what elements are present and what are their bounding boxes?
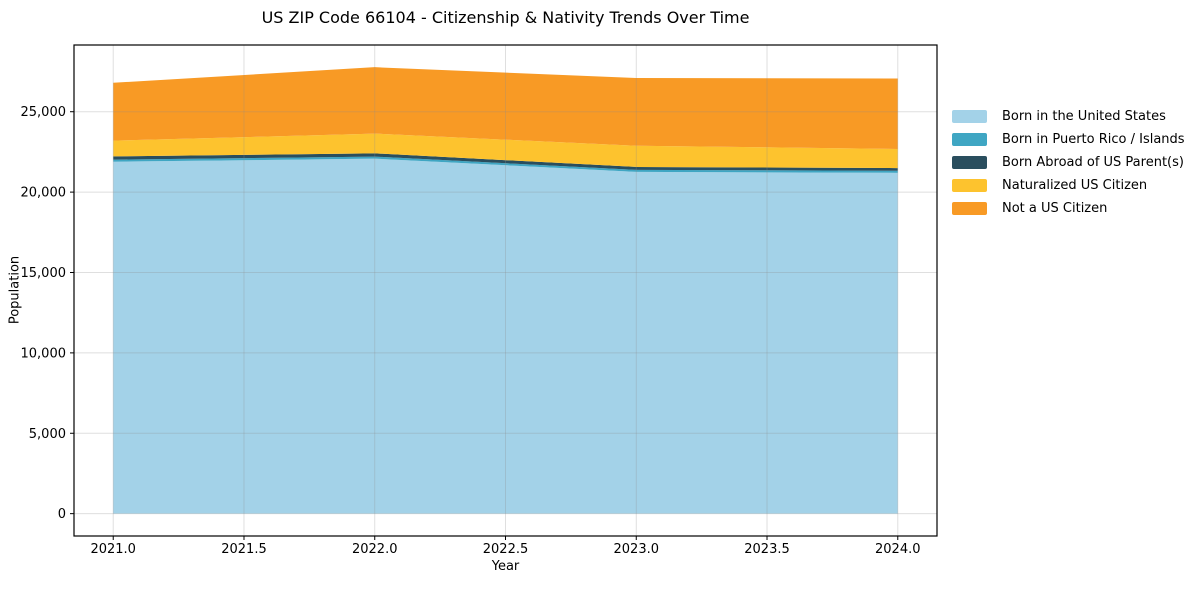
legend-swatch-not-a-us-citizen	[952, 202, 987, 215]
x-tick-label: 2023.0	[614, 542, 660, 557]
y-tick-label: 0	[58, 507, 66, 522]
legend-item-born-in-the-united-states: Born in the United States	[952, 109, 1185, 124]
y-axis-label: Population	[7, 255, 23, 325]
legend-label: Not a US Citizen	[1002, 201, 1108, 216]
x-tick-label: 2021.0	[90, 542, 136, 557]
area-not-a-us-citizen	[113, 67, 898, 149]
area-born-in-puerto-rico-islands	[113, 156, 898, 173]
y-tick-label: 15,000	[21, 266, 67, 281]
y-tick-label: 10,000	[21, 346, 67, 361]
y-tick-label: 5,000	[29, 427, 66, 442]
chart-title: US ZIP Code 66104 - Citizenship & Nativi…	[261, 8, 750, 27]
x-tick-label: 2022.0	[352, 542, 398, 557]
legend-swatch-naturalized-us-citizen	[952, 179, 987, 192]
legend-label: Naturalized US Citizen	[1002, 178, 1148, 193]
legend-label: Born in Puerto Rico / Islands	[1002, 132, 1185, 147]
x-tick-label: 2024.0	[875, 542, 921, 557]
legend-swatch-born-in-the-united-states	[952, 110, 987, 123]
legend-item-not-a-us-citizen: Not a US Citizen	[952, 201, 1185, 216]
legend-swatch-born-in-puerto-rico-islands	[952, 133, 987, 146]
legend: Born in the United States Born in Puerto …	[952, 109, 1185, 225]
legend-item-born-in-puerto-rico-islands: Born in Puerto Rico / Islands	[952, 132, 1185, 147]
x-axis-label: Year	[491, 559, 520, 574]
area-naturalized-us-citizen	[113, 133, 898, 169]
x-tick-label: 2022.5	[483, 542, 529, 557]
legend-item-born-abroad-of-us-parent-s: Born Abroad of US Parent(s)	[952, 155, 1185, 170]
legend-swatch-born-abroad-of-us-parent-s	[952, 156, 987, 169]
x-tick-label: 2021.5	[221, 542, 267, 557]
area-born-in-the-united-states	[113, 158, 898, 514]
y-tick-label: 25,000	[21, 105, 67, 120]
x-tick-label: 2023.5	[744, 542, 790, 557]
legend-item-naturalized-us-citizen: Naturalized US Citizen	[952, 178, 1185, 193]
area-born-abroad-of-us-parent-s	[113, 153, 898, 171]
y-tick-label: 20,000	[21, 186, 67, 201]
legend-label: Born in the United States	[1002, 109, 1166, 124]
legend-label: Born Abroad of US Parent(s)	[1002, 155, 1184, 170]
